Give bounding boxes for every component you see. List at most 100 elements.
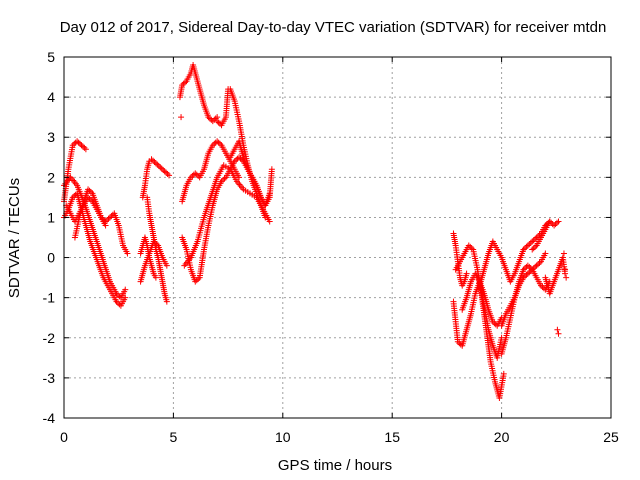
data-point [104, 217, 111, 224]
data-point [530, 237, 537, 244]
data-point [524, 262, 531, 269]
data-point [108, 213, 115, 220]
data-point [77, 140, 84, 147]
data-point [211, 116, 218, 123]
data-point [116, 301, 123, 308]
data-point [535, 261, 542, 268]
data-point [530, 265, 537, 272]
data-point [155, 162, 162, 169]
data-point [532, 235, 539, 242]
data-point [535, 233, 542, 240]
data-point [85, 194, 92, 201]
series-arc-d8 [529, 218, 562, 253]
data-point [157, 164, 164, 171]
data-point [540, 285, 547, 292]
series-arc-d2 [450, 278, 505, 361]
series-arc-b1 [139, 156, 173, 201]
series-arc-b4 [137, 234, 159, 281]
data-point [231, 158, 238, 165]
data-point [465, 242, 472, 249]
data-point [86, 195, 93, 202]
y-tick-label: 5 [47, 49, 55, 65]
data-point [526, 263, 533, 270]
data-point [521, 273, 528, 280]
data-point [529, 246, 536, 253]
data-point [206, 115, 213, 122]
series-arc-d5 [476, 218, 553, 289]
y-axis-label: SDTVAR / TECUs [6, 178, 23, 298]
y-tick-label: 0 [47, 250, 55, 266]
data-point [122, 286, 129, 293]
data-point [212, 115, 219, 122]
data-point [71, 193, 78, 200]
data-point [178, 114, 185, 121]
series-arc-c5 [181, 162, 273, 269]
data-point [237, 155, 244, 162]
data-point [529, 238, 536, 245]
data-point [160, 166, 167, 173]
data-point [521, 245, 528, 252]
data-point [217, 140, 224, 147]
x-tick-label: 25 [603, 429, 619, 445]
data-point [114, 300, 121, 307]
data-point [69, 194, 76, 201]
data-point [539, 283, 546, 290]
data-point [187, 174, 194, 181]
data-point [523, 271, 530, 278]
data-point [521, 265, 528, 272]
y-tick-label: 4 [47, 89, 55, 105]
data-point [148, 156, 155, 163]
data-point [124, 250, 131, 257]
x-tick-label: 10 [275, 429, 291, 445]
data-point [532, 263, 539, 270]
data-point [163, 262, 170, 269]
x-tick-label: 0 [60, 429, 68, 445]
data-point [163, 298, 170, 305]
series-outliers [178, 114, 570, 337]
data-point [555, 218, 562, 225]
data-point [211, 140, 218, 147]
data-point [454, 338, 461, 345]
data-point [154, 161, 161, 168]
data-point [217, 120, 224, 127]
data-point [520, 266, 527, 273]
data-point [526, 269, 533, 276]
data-point [530, 245, 537, 252]
y-tick-label: -2 [43, 330, 56, 346]
data-point [219, 177, 226, 184]
data-point [161, 168, 168, 175]
data-point [79, 143, 86, 150]
data-point [192, 170, 199, 177]
x-tick-label: 5 [170, 429, 178, 445]
data-point [164, 170, 171, 177]
data-point [102, 222, 109, 229]
data-point [214, 118, 221, 125]
x-tick-label: 20 [494, 429, 510, 445]
series-arc-c6 [227, 138, 275, 209]
chart-title: Day 012 of 2017, Sidereal Day-to-day VTE… [60, 19, 607, 36]
data-point [158, 165, 165, 172]
series-arc-d7 [498, 250, 549, 329]
data-point [113, 298, 120, 305]
y-tick-label: -3 [43, 370, 56, 386]
data-point [215, 119, 222, 126]
data-point [85, 186, 92, 193]
series-arc-c4 [179, 154, 273, 285]
data-point [491, 320, 498, 327]
data-point [218, 178, 225, 185]
data-point [526, 241, 533, 248]
data-point [468, 245, 475, 252]
series-arc-d4 [459, 270, 505, 329]
data-point [205, 114, 212, 121]
y-tick-label: 2 [47, 169, 55, 185]
data-point [563, 274, 570, 281]
x-axis-label: GPS time / hours [278, 457, 392, 474]
data-point [193, 171, 200, 178]
data-point [180, 80, 187, 87]
data-point [524, 242, 531, 249]
data-point [524, 270, 531, 277]
data-point [81, 144, 88, 151]
series-arc-c1 [176, 62, 221, 125]
data-point [233, 156, 240, 163]
